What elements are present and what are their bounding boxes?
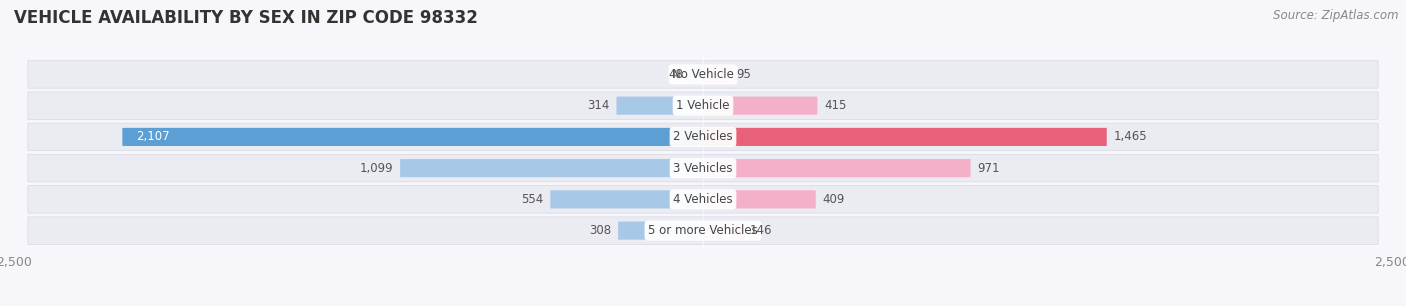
FancyBboxPatch shape [619, 222, 703, 240]
Text: 146: 146 [751, 224, 773, 237]
Text: 95: 95 [737, 68, 751, 81]
FancyBboxPatch shape [401, 159, 703, 177]
Text: 971: 971 [977, 162, 1000, 175]
FancyBboxPatch shape [122, 128, 703, 146]
FancyBboxPatch shape [28, 155, 1378, 182]
Text: 554: 554 [522, 193, 544, 206]
FancyBboxPatch shape [28, 92, 1378, 119]
FancyBboxPatch shape [690, 65, 703, 84]
Text: 308: 308 [589, 224, 612, 237]
Text: 1,465: 1,465 [1114, 130, 1147, 144]
Text: 3 Vehicles: 3 Vehicles [673, 162, 733, 175]
Text: 1 Vehicle: 1 Vehicle [676, 99, 730, 112]
Text: 409: 409 [823, 193, 845, 206]
FancyBboxPatch shape [550, 190, 703, 208]
Text: VEHICLE AVAILABILITY BY SEX IN ZIP CODE 98332: VEHICLE AVAILABILITY BY SEX IN ZIP CODE … [14, 9, 478, 27]
FancyBboxPatch shape [28, 217, 1378, 244]
Text: 415: 415 [824, 99, 846, 112]
FancyBboxPatch shape [703, 222, 744, 240]
FancyBboxPatch shape [703, 190, 815, 208]
FancyBboxPatch shape [703, 159, 970, 177]
FancyBboxPatch shape [28, 186, 1378, 213]
FancyBboxPatch shape [703, 97, 817, 115]
Text: 48: 48 [668, 68, 683, 81]
FancyBboxPatch shape [616, 97, 703, 115]
Text: Source: ZipAtlas.com: Source: ZipAtlas.com [1274, 9, 1399, 22]
Text: 2,107: 2,107 [136, 130, 170, 144]
Text: 314: 314 [588, 99, 610, 112]
Text: 1,099: 1,099 [360, 162, 394, 175]
FancyBboxPatch shape [28, 123, 1378, 151]
Text: 5 or more Vehicles: 5 or more Vehicles [648, 224, 758, 237]
Text: 2 Vehicles: 2 Vehicles [673, 130, 733, 144]
FancyBboxPatch shape [28, 61, 1378, 88]
Text: No Vehicle: No Vehicle [672, 68, 734, 81]
Text: 4 Vehicles: 4 Vehicles [673, 193, 733, 206]
FancyBboxPatch shape [703, 65, 730, 84]
FancyBboxPatch shape [703, 128, 1107, 146]
